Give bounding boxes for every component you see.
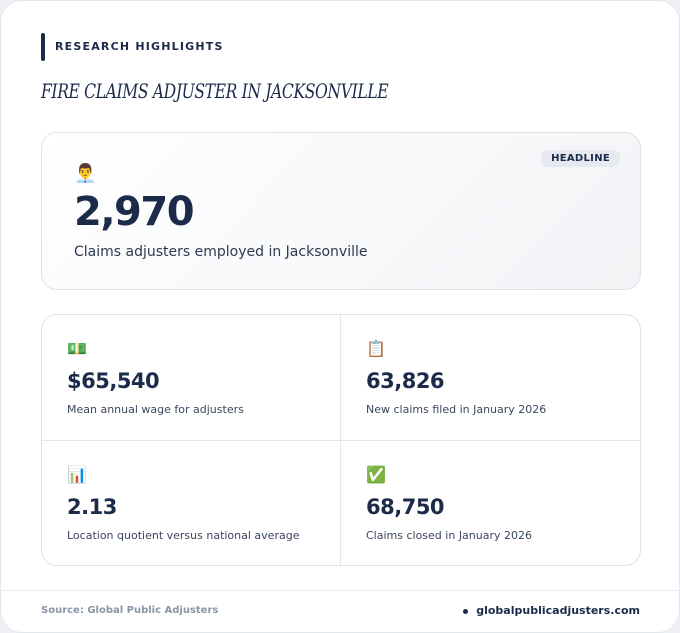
stat-value: $65,540 bbox=[67, 369, 160, 393]
icon: 📋 bbox=[366, 339, 386, 358]
stat-value: 63,826 bbox=[366, 369, 445, 393]
accent-bar bbox=[41, 33, 45, 61]
divider bbox=[42, 440, 640, 441]
headline-value: 2,970 bbox=[74, 189, 195, 235]
stat-label: Mean annual wage for adjusters bbox=[67, 403, 244, 416]
stat: ✅ 68,750 Claims closed in January 2026 bbox=[341, 441, 640, 565]
icon: 💵 bbox=[67, 339, 87, 358]
headline-box: HEADLINE 👨‍💼 2,970 Claims adjusters empl… bbox=[41, 132, 641, 290]
headline-label: Claims adjusters employed in Jacksonvill… bbox=[74, 244, 368, 260]
site: globalpublicadjusters.com bbox=[463, 604, 640, 617]
title: FIRE CLAIMS ADJUSTER IN JACKSONVILLE bbox=[41, 79, 389, 103]
stats-grid: 💵 $65,540 Mean annual wage for adjusters… bbox=[41, 314, 641, 566]
stat-label: New claims filed in January 2026 bbox=[366, 403, 547, 416]
icon: 📊 bbox=[67, 465, 87, 484]
icon: ✅ bbox=[366, 465, 386, 484]
eyebrow: RESEARCH HIGHLIGHTS bbox=[55, 40, 224, 53]
source: Source: Global Public Adjusters bbox=[41, 605, 219, 616]
stat-value: 68,750 bbox=[366, 495, 445, 519]
dot bbox=[463, 608, 469, 614]
stat-label: Claims closed in January 2026 bbox=[366, 529, 533, 542]
stat: 📊 2.13 Location quotient versus national… bbox=[42, 441, 341, 565]
stat-value: 2.13 bbox=[67, 495, 117, 519]
stat: 📋 63,826 New claims filed in January 202… bbox=[341, 315, 640, 440]
badge: HEADLINE bbox=[541, 150, 620, 167]
site-link: globalpublicadjusters.com bbox=[476, 604, 640, 617]
icon: 👨‍💼 bbox=[74, 163, 97, 184]
stat-label: Location quotient versus national averag… bbox=[67, 529, 300, 542]
stat: 💵 $65,540 Mean annual wage for adjusters bbox=[42, 315, 341, 440]
footer-rule bbox=[1, 590, 679, 591]
